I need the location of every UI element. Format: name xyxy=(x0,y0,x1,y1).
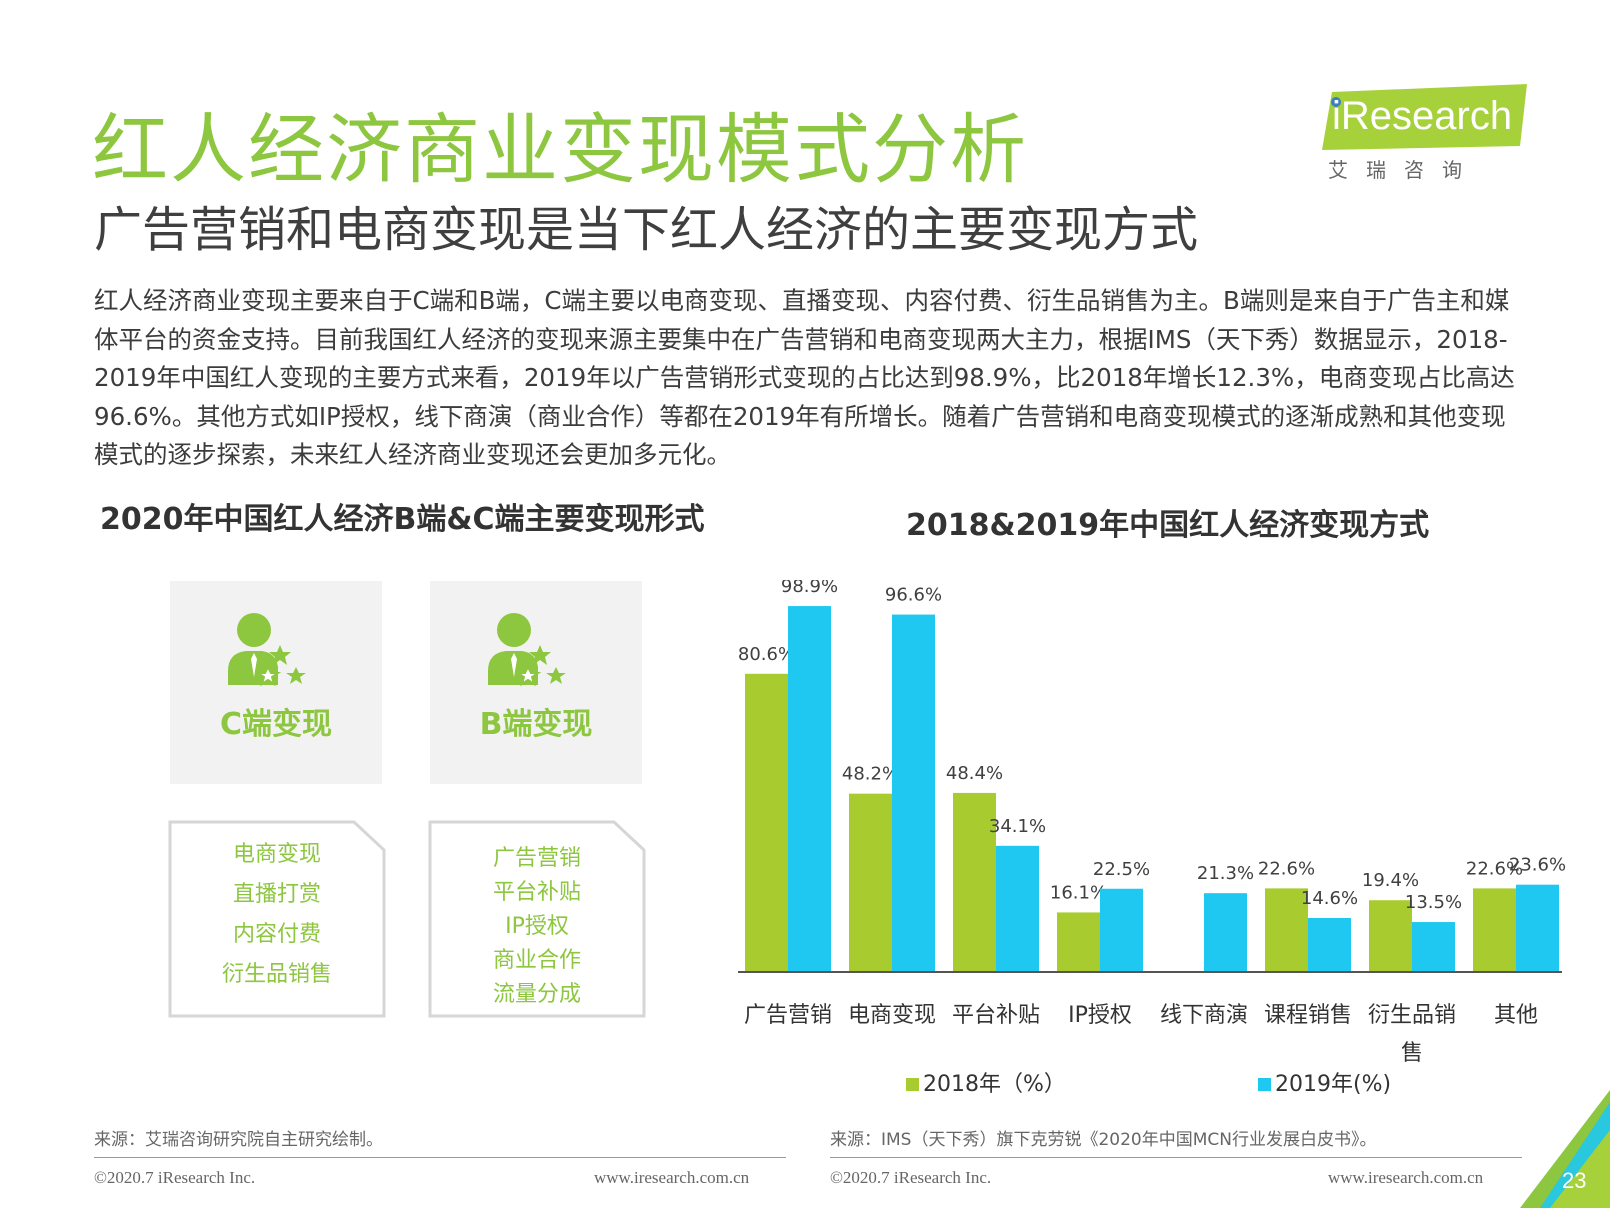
bar-2019 xyxy=(1308,917,1351,972)
data-label: 48.2% xyxy=(842,764,899,785)
category-label: 课程销售 xyxy=(1264,1003,1352,1028)
bar-2019 xyxy=(1412,922,1455,972)
corner-decoration-icon xyxy=(1520,1090,1610,1208)
left-source: 来源：艾瑞咨询研究院自主研究绘制。 xyxy=(94,1130,383,1150)
b-end-label: B端变现 xyxy=(479,707,593,742)
legend-swatch-2018 xyxy=(906,1078,919,1091)
footer-copyright-left: ©2020.7 iResearch Inc. xyxy=(94,1168,256,1187)
b-item: 商业合作 xyxy=(492,948,581,973)
b-item: IP授权 xyxy=(505,914,569,939)
category-label: 线下商演 xyxy=(1160,1003,1248,1028)
logo-brand: iResearch xyxy=(1332,94,1513,138)
bar-2018 xyxy=(953,792,996,972)
b-end-items-box xyxy=(428,820,646,1018)
bar-2019 xyxy=(892,614,935,972)
page-number: 23 xyxy=(1562,1168,1587,1193)
bar-2018 xyxy=(849,793,892,972)
category-label: 其他 xyxy=(1494,1003,1538,1028)
bar-2019 xyxy=(996,845,1039,972)
data-label: 48.4% xyxy=(946,763,1003,784)
legend-label: 2019年(%) xyxy=(1275,1072,1391,1097)
data-label: 22.5% xyxy=(1093,859,1150,880)
chart-title: 2018&2019年中国红人经济变现方式 xyxy=(906,508,1430,543)
bar-2019 xyxy=(1100,888,1143,972)
data-label: 19.4% xyxy=(1362,870,1419,891)
data-label: 16.1% xyxy=(1050,882,1107,903)
c-end-card: C端变现 xyxy=(170,581,382,784)
data-label: 13.5% xyxy=(1405,892,1462,913)
data-label: 96.6% xyxy=(885,585,942,606)
data-label: 21.3% xyxy=(1197,863,1254,884)
category-label: 售 xyxy=(1401,1041,1423,1066)
category-label: 广告营销 xyxy=(744,1003,832,1028)
c-item: 衍生品销售 xyxy=(221,962,332,987)
person-star-icon xyxy=(228,613,306,687)
b-end-card: B端变现 xyxy=(430,581,642,784)
c-item: 直播打赏 xyxy=(232,882,321,907)
footer-copyright-right: ©2020.7 iResearch Inc. xyxy=(830,1168,992,1187)
body-paragraph: 红人经济商业变现主要来自于C端和B端，C端主要以电商变现、直播变现、内容付费、衍… xyxy=(94,286,1515,469)
page-subtitle: 广告营销和电商变现是当下红人经济的主要变现方式 xyxy=(94,202,1199,258)
logo-badge-icon xyxy=(1322,84,1527,150)
page-title: 红人经济商业变现模式分析 xyxy=(92,105,1028,194)
c-item: 电商变现 xyxy=(232,842,321,867)
data-label: 34.1% xyxy=(989,816,1046,837)
left-section-title: 2020年中国红人经济B端&C端主要变现形式 xyxy=(100,502,705,537)
legend-label: 2018年（%） xyxy=(923,1072,1066,1097)
data-label: 80.6% xyxy=(738,644,795,665)
footer-url-left: www.iresearch.com.cn xyxy=(594,1168,750,1187)
bar-2019 xyxy=(788,606,831,972)
b-item: 平台补贴 xyxy=(492,880,581,905)
category-label: 电商变现 xyxy=(848,1003,936,1028)
data-label: 14.6% xyxy=(1301,888,1358,909)
category-label: 平台补贴 xyxy=(952,1003,1040,1028)
data-label: 23.6% xyxy=(1509,855,1566,876)
data-label: 22.6% xyxy=(1466,858,1523,879)
c-end-items-box xyxy=(168,820,386,1018)
bar-2018 xyxy=(745,673,788,972)
c-item: 内容付费 xyxy=(232,922,321,947)
bar-2019 xyxy=(1516,884,1559,972)
legend-swatch-2019 xyxy=(1258,1078,1271,1091)
b-item: 流量分成 xyxy=(492,982,581,1007)
iresearch-logo: iResearch 艾瑞咨询 xyxy=(1322,84,1530,184)
b-end-items: 广告营销 平台补贴 IP授权 商业合作 流量分成 xyxy=(430,842,644,1012)
c-end-items: 电商变现 直播打赏 内容付费 衍生品销售 xyxy=(170,838,384,992)
chart-source: 来源：IMS（天下秀）旗下克劳锐《2020年中国MCN行业发展白皮书》。 xyxy=(830,1130,1377,1150)
person-star-icon xyxy=(488,613,566,687)
category-label: 衍生品销 xyxy=(1368,1003,1456,1028)
bar-2018 xyxy=(1057,912,1100,972)
footer-rule-left xyxy=(94,1157,786,1158)
footer-rule-right xyxy=(830,1157,1522,1158)
b-item: 广告营销 xyxy=(492,846,581,871)
bar-2019 xyxy=(1204,893,1247,972)
c-end-label: C端变现 xyxy=(219,707,333,742)
data-label: 98.9% xyxy=(781,580,838,597)
category-label: IP授权 xyxy=(1068,1003,1132,1028)
data-label: 22.6% xyxy=(1258,858,1315,879)
footer-url-right: www.iresearch.com.cn xyxy=(1328,1168,1484,1187)
bar-2018 xyxy=(1369,900,1412,972)
bar-2018 xyxy=(1265,888,1308,972)
bar-2018 xyxy=(1473,888,1516,972)
bar-chart: 80.6% 98.9% 广告营销 48.2% 96.6% 电商变现 48.4% 34.1% 平台… xyxy=(738,580,1566,1097)
logo-cn: 艾瑞咨询 xyxy=(1328,158,1480,182)
